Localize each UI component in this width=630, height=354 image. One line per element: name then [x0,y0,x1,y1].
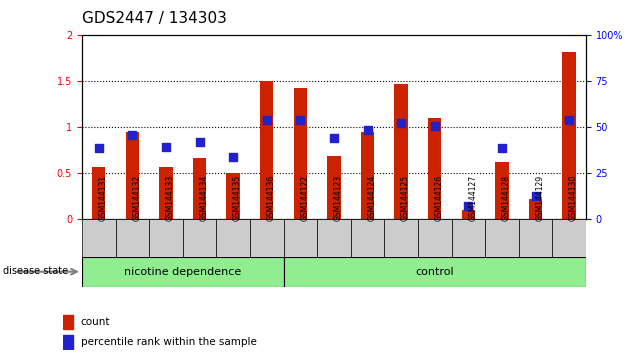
Bar [327,156,341,219]
Bar [563,52,576,219]
Bar [125,132,139,219]
Bar [553,219,586,257]
Bar [529,199,542,219]
Point [195,139,205,145]
Point [127,132,137,138]
Bar [384,219,418,257]
Point [362,127,372,133]
Text: disease state: disease state [3,266,68,276]
Point [530,194,541,199]
Bar [317,219,351,257]
Text: GSM144129: GSM144129 [536,175,544,221]
Text: control: control [415,267,454,277]
Bar [183,219,216,257]
Point [396,120,406,126]
Point [564,117,574,123]
Text: GSM144125: GSM144125 [401,175,410,221]
Text: nicotine dependence: nicotine dependence [124,267,241,277]
Bar [216,219,250,257]
Text: GSM144124: GSM144124 [367,175,377,221]
Point [463,203,473,209]
Text: GSM144130: GSM144130 [569,175,578,221]
Point [295,117,306,123]
Text: GSM144132: GSM144132 [132,175,141,221]
Point [430,123,440,129]
Bar [394,84,408,219]
Text: GSM144134: GSM144134 [200,175,209,221]
Bar [115,219,149,257]
Point [261,117,272,123]
Bar [284,219,317,257]
Bar [361,132,374,219]
Text: count: count [81,317,110,327]
Bar [193,158,206,219]
Bar [159,167,173,219]
Point [228,154,238,160]
Bar [518,219,553,257]
Bar [485,219,518,257]
Text: GSM144128: GSM144128 [502,175,511,221]
Bar [351,219,384,257]
Text: GSM144136: GSM144136 [266,175,276,221]
Bar [82,219,115,257]
Text: GSM144123: GSM144123 [334,175,343,221]
Text: GSM144126: GSM144126 [435,175,444,221]
Text: GDS2447 / 134303: GDS2447 / 134303 [82,11,227,25]
Bar [284,257,586,287]
Text: GSM144122: GSM144122 [301,175,309,221]
Text: GSM144135: GSM144135 [233,175,242,221]
Bar [495,162,508,219]
Text: GSM144133: GSM144133 [166,175,175,221]
Bar [428,118,442,219]
Point [161,144,171,150]
Bar [149,219,183,257]
Bar [226,173,240,219]
Bar [418,219,452,257]
Bar [260,81,273,219]
Text: GSM144131: GSM144131 [99,175,108,221]
Bar [250,219,284,257]
Point [329,136,339,141]
Bar [462,210,475,219]
Bar [452,219,485,257]
Bar [82,257,284,287]
Point [497,145,507,150]
Bar [294,88,307,219]
Bar [63,335,72,348]
Bar [63,315,72,329]
Point [94,145,104,150]
Text: GSM144127: GSM144127 [468,175,478,221]
Bar [92,167,105,219]
Text: percentile rank within the sample: percentile rank within the sample [81,337,256,347]
